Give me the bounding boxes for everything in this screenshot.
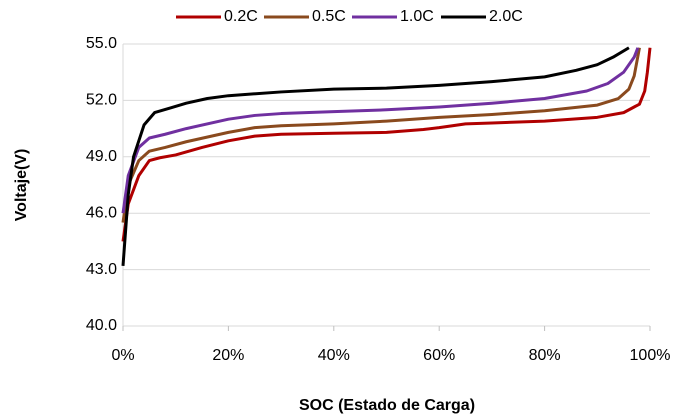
y-tick-label: 43.0 [86,261,117,278]
x-tick-label: 40% [318,347,350,364]
y-tick-label: 46.0 [86,204,117,221]
series-line [121,47,640,214]
y-tick-label: 55.0 [86,35,117,52]
series-line [121,46,630,266]
y-tick-label: 40.0 [86,317,117,334]
x-tick-label: 100% [630,347,671,364]
series-line [121,47,641,223]
x-tick-label: 80% [529,347,561,364]
legend-label: 0.2C [224,8,258,25]
legend-label: 2.0C [489,8,523,25]
y-tick-label: 52.0 [86,92,117,109]
legend-label: 1.0C [400,8,434,25]
series-line [121,47,652,242]
y-axis-label: Voltaje(V) [13,149,30,222]
x-tick-label: 60% [423,347,455,364]
x-tick-label: 0% [111,347,134,364]
legend-label: 0.5C [312,8,346,25]
x-axis-label: SOC (Estado de Carga) [299,397,475,414]
x-tick-label: 20% [212,347,244,364]
y-tick-label: 49.0 [86,148,117,165]
